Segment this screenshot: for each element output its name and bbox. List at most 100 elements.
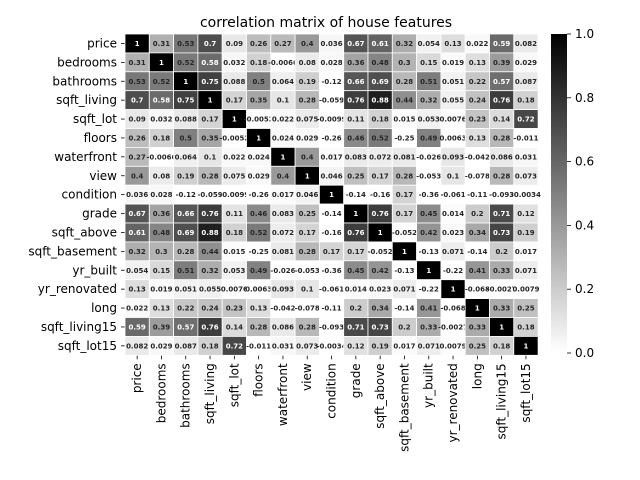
colorbar-gradient (551, 34, 567, 353)
column-tick-label: grade (349, 363, 363, 398)
cell-value-label: 0.76 (347, 229, 364, 237)
cell-value-label: 0.13 (444, 40, 461, 48)
cell-value-label: 0.17 (299, 229, 316, 237)
cell-value-label: -0.22 (443, 267, 463, 275)
cell-value-label: 0.046 (296, 191, 318, 199)
cell-value-label: 0.52 (177, 59, 194, 67)
cell-value-label: 0.2 (495, 248, 508, 256)
cell-value-label: 0.76 (201, 323, 218, 331)
cell-value-label: -0.13 (419, 248, 439, 256)
cell-value-label: 0.017 (393, 342, 415, 350)
cell-value-label: 1 (159, 59, 164, 67)
column-tick-label: yr_renovated (446, 363, 460, 442)
cell-value-label: 0.28 (396, 172, 413, 180)
cell-value-label: 0.28 (201, 172, 218, 180)
cell-value-label: 0.022 (272, 116, 294, 124)
cell-value-label: 0.28 (493, 134, 510, 142)
cell-value-label: 0.18 (493, 342, 510, 350)
cell-value-label: 0.17 (396, 191, 413, 199)
row-tick-label: sqft_living (56, 93, 117, 107)
cell-value-label: -0.093 (319, 323, 344, 331)
cell-value-label: 0.1 (301, 286, 314, 294)
cell-value-label: 0.4 (277, 172, 290, 180)
column-tick-label: sqft_basement (397, 363, 411, 452)
cell-value-label: -0.14 (346, 191, 366, 199)
cell-value-label: 0.088 (223, 78, 245, 86)
cell-value-label: 0.11 (226, 210, 243, 218)
cell-value-label: 0.61 (372, 40, 389, 48)
cell-value-label: 0.064 (175, 153, 197, 161)
cell-value-label: -0.042 (465, 153, 490, 161)
cell-value-label: 0.029 (150, 342, 172, 350)
column-tick-label: view (300, 363, 314, 391)
column-tick-label: sqft_lot15 (519, 363, 533, 422)
cell-value-label: 0.33 (420, 323, 437, 331)
cell-value-label: 0.0063 (440, 134, 467, 142)
cell-value-label: 0.25 (299, 210, 316, 218)
row-tick-label: yr_built (72, 263, 117, 277)
cell-value-label: 0.28 (250, 323, 267, 331)
cell-value-label: 0.19 (299, 78, 316, 86)
cell-value-label: 0.18 (372, 116, 389, 124)
cell-value-label: 0.75 (177, 97, 194, 105)
cell-value-label: 0.4 (301, 153, 314, 161)
cell-value-label: 0.09 (129, 116, 146, 124)
cell-value-label: -0.059 (198, 191, 223, 199)
cell-value-label: 0.73 (493, 229, 510, 237)
cell-value-label: -0.22 (419, 286, 439, 294)
cell-value-label: 0.071 (418, 342, 440, 350)
cell-value-label: 0.32 (396, 40, 413, 48)
column-tick-label: floors (252, 363, 266, 396)
cell-value-label: 1 (135, 40, 140, 48)
row-labels: price bedrooms bathrooms sqft_living sqft_lo… (28, 36, 125, 353)
cell-value-label: 0.2 (398, 323, 411, 331)
cell-value-label: 0.33 (493, 267, 510, 275)
cell-value-label: 0.51 (177, 267, 194, 275)
cell-value-label: 0.3 (398, 59, 411, 67)
cell-value-label: 0.69 (372, 78, 389, 86)
cell-value-label: 0.36 (153, 210, 170, 218)
cell-value-label: -0.078 (295, 305, 320, 313)
cell-value-label: -0.052 (392, 229, 417, 237)
row-tick-label: long (91, 301, 117, 315)
column-labels: price bedrooms bathrooms sqft_living sqft_lo… (130, 355, 533, 452)
cell-value-label: 0.41 (420, 305, 437, 313)
cell-value-label: 0.7 (131, 97, 144, 105)
cell-value-label: 0.082 (515, 40, 537, 48)
cell-value-label: 0.42 (372, 267, 389, 275)
cell-value-label: 0.76 (372, 210, 389, 218)
cell-value-label: -0.011 (513, 134, 538, 142)
cell-value-label: 0.45 (420, 210, 437, 218)
cell-value-label: 0.029 (515, 59, 537, 67)
cell-value-label: 0.57 (177, 323, 194, 331)
cell-value-label: 0.086 (491, 153, 513, 161)
cell-value-label: 0.45 (347, 267, 364, 275)
row-tick-label: waterfront (54, 150, 117, 164)
cell-value-label: 0.36 (347, 59, 364, 67)
cell-value-label: 0.17 (201, 116, 218, 124)
cell-value-label: 0.59 (493, 40, 510, 48)
cell-value-label: -0.12 (321, 78, 341, 86)
cell-value-label: 0.34 (469, 229, 486, 237)
cell-value-label: 0.33 (493, 305, 510, 313)
cell-value-label: 0.42 (420, 229, 437, 237)
cell-value-label: -0.25 (249, 248, 269, 256)
column-tick-label: sqft_above (373, 363, 387, 428)
cell-value-label: 0.036 (126, 191, 148, 199)
cell-value-label: 0.67 (129, 210, 146, 218)
cell-value-label: 0.0079 (440, 342, 467, 350)
cell-value-label: 0.13 (129, 286, 146, 294)
cell-value-label: 0.082 (126, 342, 148, 350)
colorbar-tick-label: 1.0 (575, 27, 594, 41)
colorbar-tick-label: 0.4 (575, 218, 594, 232)
cell-value-label: 0.019 (442, 59, 464, 67)
cell-value-label: 0.28 (299, 97, 316, 105)
colorbar-tick-label: 0.6 (575, 155, 594, 169)
cell-value-label: -0.061 (319, 286, 344, 294)
cell-value-label: 0.51 (420, 78, 437, 86)
cell-value-label: 1 (305, 172, 310, 180)
cell-value-label: 0.14 (226, 323, 243, 331)
cell-value-label: 0.32 (420, 97, 437, 105)
cell-value-label: 0.49 (420, 134, 437, 142)
row-tick-label: price (87, 36, 117, 50)
